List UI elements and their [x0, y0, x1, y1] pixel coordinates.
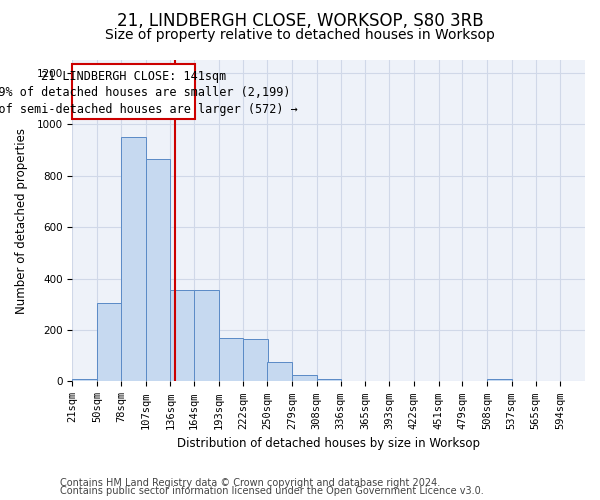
Bar — [146, 159, 170, 382]
Bar — [268, 362, 292, 382]
Bar — [219, 338, 244, 382]
Text: ← 79% of detached houses are smaller (2,199): ← 79% of detached houses are smaller (2,… — [0, 86, 290, 99]
Bar — [487, 379, 512, 382]
Bar — [170, 290, 195, 382]
Text: 21% of semi-detached houses are larger (572) →: 21% of semi-detached houses are larger (… — [0, 102, 298, 116]
X-axis label: Distribution of detached houses by size in Worksop: Distribution of detached houses by size … — [177, 437, 480, 450]
Bar — [317, 379, 341, 382]
Bar — [292, 375, 317, 382]
Text: 21, LINDBERGH CLOSE, WORKSOP, S80 3RB: 21, LINDBERGH CLOSE, WORKSOP, S80 3RB — [116, 12, 484, 30]
Text: 21 LINDBERGH CLOSE: 141sqm: 21 LINDBERGH CLOSE: 141sqm — [41, 70, 226, 82]
Y-axis label: Number of detached properties: Number of detached properties — [15, 128, 28, 314]
Bar — [121, 137, 146, 382]
Bar — [244, 339, 268, 382]
Bar — [73, 379, 97, 382]
Bar — [194, 290, 219, 382]
Bar — [97, 303, 122, 382]
Text: Size of property relative to detached houses in Worksop: Size of property relative to detached ho… — [105, 28, 495, 42]
Text: Contains public sector information licensed under the Open Government Licence v3: Contains public sector information licen… — [60, 486, 484, 496]
Text: Contains HM Land Registry data © Crown copyright and database right 2024.: Contains HM Land Registry data © Crown c… — [60, 478, 440, 488]
